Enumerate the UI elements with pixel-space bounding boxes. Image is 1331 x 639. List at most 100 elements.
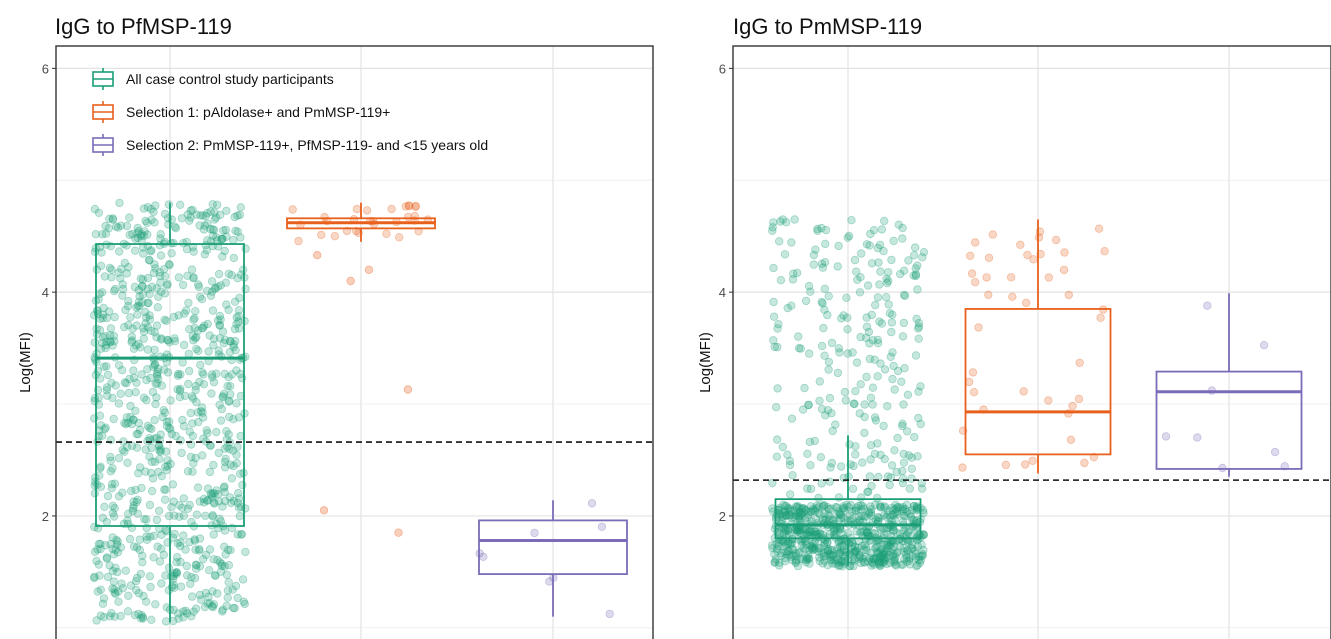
data-point (804, 400, 813, 410)
data-point (118, 291, 127, 300)
data-point (191, 385, 200, 395)
data-point (919, 247, 929, 257)
data-point (864, 487, 873, 496)
data-point (898, 234, 907, 243)
data-point (156, 445, 165, 454)
data-point (107, 480, 117, 489)
data-point (113, 548, 123, 557)
data-point (152, 321, 162, 330)
data-point (164, 260, 174, 269)
data-point (881, 540, 890, 550)
data-point-outlier (394, 528, 403, 537)
data-point (806, 526, 816, 535)
data-point (155, 446, 164, 455)
data-point (889, 505, 898, 514)
data-point (795, 548, 804, 557)
data-point (789, 506, 799, 515)
data-point (903, 427, 912, 436)
data-point (782, 550, 791, 559)
data-point (913, 261, 922, 270)
data-point (785, 511, 794, 520)
data-point (769, 336, 778, 345)
data-point (201, 211, 210, 221)
data-point (179, 340, 189, 350)
data-point (833, 368, 843, 378)
data-point (873, 293, 883, 302)
data-point (799, 504, 809, 513)
data-point (827, 409, 836, 418)
data-point (132, 429, 141, 439)
data-point (176, 557, 185, 567)
data-point (173, 385, 182, 394)
data-point (176, 370, 185, 379)
data-point (160, 408, 170, 417)
data-point (222, 427, 231, 436)
data-point (132, 497, 141, 507)
data-point (108, 566, 117, 576)
data-point (863, 557, 873, 566)
data-point (856, 332, 865, 342)
data-point (865, 553, 874, 563)
data-point (855, 288, 865, 297)
data-point (220, 369, 229, 379)
data-point (226, 460, 235, 469)
data-point (411, 201, 420, 210)
data-point (817, 404, 827, 414)
data-point (868, 336, 878, 345)
data-point (855, 550, 864, 560)
data-point (220, 496, 230, 506)
data-point (768, 478, 777, 488)
data-point (123, 301, 133, 311)
data-point (209, 498, 219, 507)
data-point (858, 501, 867, 511)
data-point (238, 575, 248, 584)
data-point (176, 538, 185, 547)
data-point (143, 273, 153, 283)
data-point (111, 381, 120, 390)
data-point (865, 241, 874, 250)
data-point (90, 396, 99, 406)
data-point (148, 387, 158, 397)
data-point (837, 462, 846, 471)
data-point (910, 546, 920, 556)
data-point (852, 527, 861, 536)
data-point (153, 368, 162, 377)
data-point (164, 417, 174, 426)
data-point (878, 549, 888, 558)
data-point (851, 506, 860, 515)
data-point (206, 489, 215, 498)
data-point (899, 400, 908, 409)
data-point (833, 555, 842, 564)
data-point (211, 571, 220, 580)
data-point (90, 489, 100, 498)
data-point (132, 543, 142, 552)
data-point (209, 555, 218, 564)
data-point (862, 512, 871, 521)
data-point (823, 561, 832, 570)
data-point (984, 253, 994, 262)
data-point (1074, 394, 1084, 404)
data-point (362, 206, 372, 215)
data-point (176, 436, 185, 445)
data-point (794, 332, 803, 341)
data-point (968, 368, 978, 377)
data-point (110, 504, 119, 513)
data-point (774, 320, 783, 329)
data-point (811, 245, 820, 254)
data-point (808, 543, 818, 552)
data-point (769, 297, 778, 307)
data-point (775, 561, 784, 570)
data-point (404, 201, 413, 210)
data-point (208, 373, 217, 382)
data-point (185, 325, 194, 334)
data-point (918, 253, 927, 262)
data-point (785, 550, 794, 559)
data-point (241, 547, 250, 557)
data-point (781, 508, 790, 517)
data-point (121, 419, 131, 429)
data-point (886, 539, 896, 549)
data-point (772, 435, 782, 444)
data-point (847, 507, 857, 516)
data-point (131, 585, 141, 595)
data-point (191, 560, 201, 569)
